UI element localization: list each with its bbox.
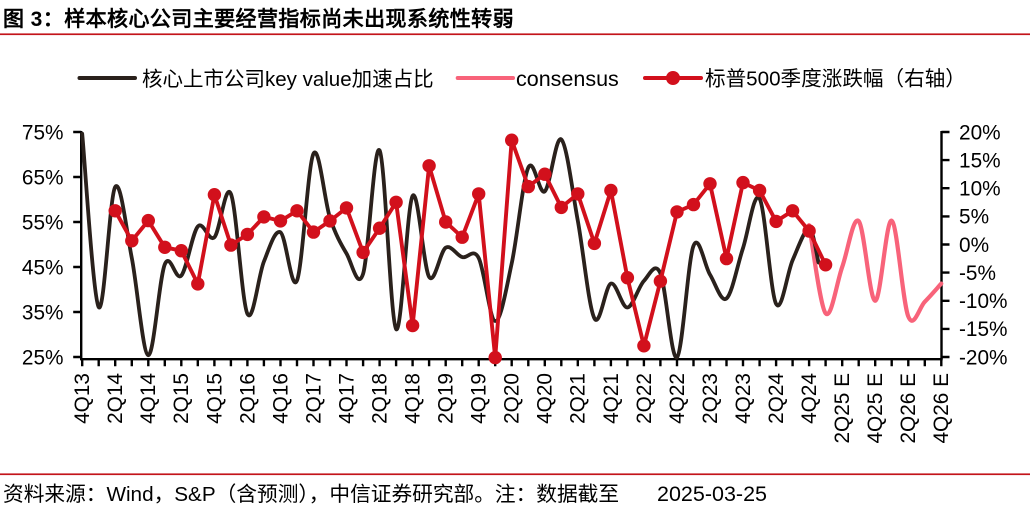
svg-text:5%: 5% [959,206,989,229]
svg-text:15%: 15% [959,149,1001,172]
svg-text:4Q25 E: 4Q25 E [864,373,887,444]
svg-text:-20%: -20% [959,346,1008,369]
svg-text:核心上市公司key value加速占比: 核心上市公司key value加速占比 [142,68,434,91]
svg-text:2Q16: 2Q16 [236,373,259,424]
svg-text:4Q18: 4Q18 [402,373,425,424]
svg-text:-5%: -5% [959,262,996,285]
svg-text:20%: 20% [959,121,1001,144]
svg-text:4Q16: 4Q16 [269,373,292,424]
svg-text:2Q21: 2Q21 [567,373,590,424]
svg-text:4Q14: 4Q14 [137,373,160,424]
svg-text:10%: 10% [959,178,1001,201]
svg-text:2Q24: 2Q24 [765,373,788,424]
svg-text:4Q21: 4Q21 [600,373,623,424]
svg-text:2Q18: 2Q18 [369,373,392,424]
svg-text:4Q13: 4Q13 [71,373,94,424]
svg-text:65%: 65% [22,166,64,189]
svg-text:资料来源：Wind，S&P（含预测），中信证券研究部。注：数: 资料来源：Wind，S&P（含预测），中信证券研究部。注：数据截至 [3,483,619,506]
svg-text:2Q22: 2Q22 [633,373,656,424]
svg-text:4Q17: 4Q17 [335,373,358,424]
svg-text:4Q23: 4Q23 [732,373,755,424]
svg-text:4Q26 E: 4Q26 E [930,373,953,444]
svg-text:consensus: consensus [516,67,619,91]
svg-text:2Q23: 2Q23 [699,373,722,424]
svg-text:标普500季度涨跌幅（右轴）: 标普500季度涨跌幅（右轴） [705,68,966,91]
svg-text:2Q15: 2Q15 [170,373,193,424]
svg-text:45%: 45% [22,256,64,279]
svg-text:4Q22: 4Q22 [666,373,689,424]
svg-text:-15%: -15% [959,318,1008,341]
svg-text:2025-03-25: 2025-03-25 [657,482,767,506]
svg-text:图 3：样本核心公司主要经营指标尚未出现系统性转弱: 图 3：样本核心公司主要经营指标尚未出现系统性转弱 [3,7,514,31]
svg-text:0%: 0% [959,234,989,257]
svg-text:4Q15: 4Q15 [203,373,226,424]
svg-text:25%: 25% [22,346,64,369]
svg-text:2Q20: 2Q20 [501,373,524,424]
svg-text:-10%: -10% [959,290,1008,313]
svg-text:4Q20: 4Q20 [534,373,557,424]
svg-text:2Q14: 2Q14 [104,373,127,424]
svg-text:35%: 35% [22,301,64,324]
svg-text:55%: 55% [22,211,64,234]
svg-text:75%: 75% [22,121,64,144]
svg-text:4Q24: 4Q24 [798,373,821,424]
svg-text:2Q26 E: 2Q26 E [897,373,920,444]
svg-text:2Q19: 2Q19 [435,373,458,424]
svg-text:2Q17: 2Q17 [302,373,325,424]
svg-text:2Q25 E: 2Q25 E [831,373,854,444]
svg-text:4Q19: 4Q19 [468,373,491,424]
